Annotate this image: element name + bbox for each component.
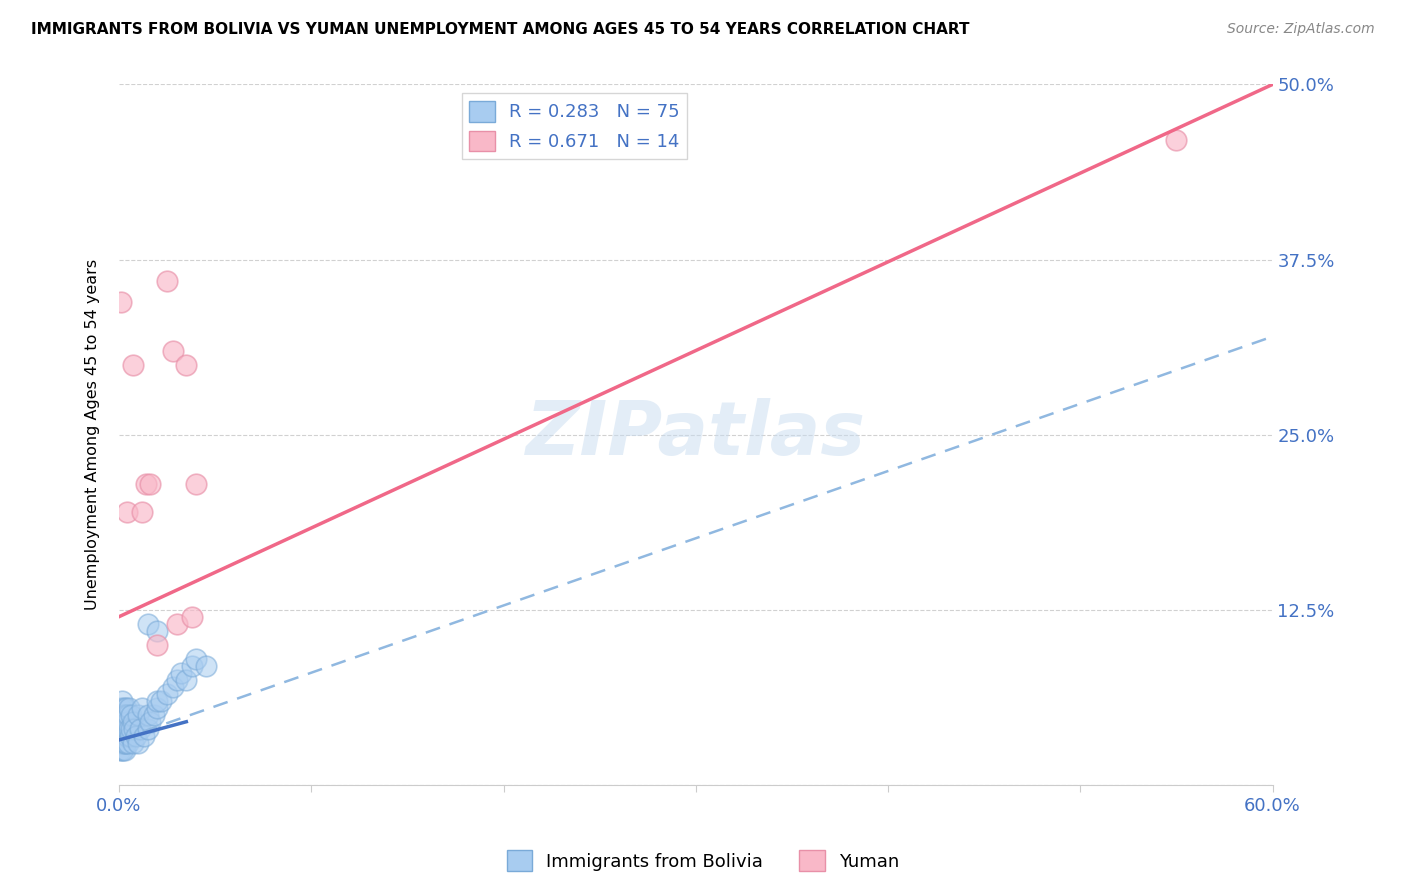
Point: [1166, 133, 1188, 147]
Point: [120, 707, 142, 722]
Point: [110, 700, 132, 714]
Point: [114, 736, 136, 750]
Point: [129, 722, 152, 736]
Point: [111, 722, 134, 736]
Point: [115, 729, 138, 743]
Point: [150, 694, 173, 708]
Point: [115, 505, 138, 519]
Point: [117, 707, 139, 722]
Point: [142, 707, 165, 722]
Y-axis label: Unemployment Among Ages 45 to 54 years: Unemployment Among Ages 45 to 54 years: [86, 259, 100, 610]
Point: [108, 729, 131, 743]
Point: [162, 680, 184, 694]
Point: [108, 722, 131, 736]
Point: [112, 722, 135, 736]
Point: [131, 505, 153, 519]
Point: [110, 722, 132, 736]
Point: [125, 729, 148, 743]
Point: [111, 714, 134, 729]
Point: [112, 736, 135, 750]
Point: [131, 700, 153, 714]
Point: [114, 722, 136, 736]
Point: [114, 714, 136, 729]
Point: [115, 700, 138, 714]
Point: [132, 729, 155, 743]
Point: [127, 707, 149, 722]
Point: [110, 294, 132, 309]
Point: [112, 700, 135, 714]
Point: [127, 736, 149, 750]
Point: [118, 700, 141, 714]
Point: [114, 722, 136, 736]
Legend: R = 0.283   N = 75, R = 0.671   N = 14: R = 0.283 N = 75, R = 0.671 N = 14: [463, 94, 688, 159]
Point: [162, 343, 184, 358]
Point: [117, 736, 139, 750]
Point: [110, 707, 132, 722]
Point: [112, 729, 135, 743]
Point: [115, 736, 138, 750]
Text: ZIPatlas: ZIPatlas: [526, 398, 866, 471]
Point: [118, 729, 141, 743]
Point: [121, 714, 143, 729]
Point: [146, 694, 169, 708]
Text: Source: ZipAtlas.com: Source: ZipAtlas.com: [1227, 22, 1375, 37]
Point: [121, 736, 143, 750]
Point: [110, 722, 132, 736]
Point: [111, 707, 134, 722]
Point: [108, 714, 131, 729]
Point: [176, 673, 198, 687]
Point: [112, 714, 135, 729]
Point: [108, 736, 131, 750]
Point: [169, 665, 191, 680]
Point: [111, 736, 134, 750]
Point: [114, 729, 136, 743]
Point: [135, 476, 157, 491]
Point: [181, 658, 204, 673]
Point: [156, 687, 179, 701]
Point: [176, 358, 198, 372]
Point: [146, 638, 169, 652]
Point: [124, 722, 146, 736]
Point: [139, 476, 162, 491]
Point: [110, 736, 132, 750]
Point: [117, 714, 139, 729]
Point: [114, 736, 136, 750]
Point: [120, 722, 142, 736]
Point: [115, 722, 138, 736]
Point: [181, 609, 204, 624]
Point: [111, 743, 134, 757]
Point: [156, 273, 179, 287]
Text: IMMIGRANTS FROM BOLIVIA VS YUMAN UNEMPLOYMENT AMONG AGES 45 TO 54 YEARS CORRELAT: IMMIGRANTS FROM BOLIVIA VS YUMAN UNEMPLO…: [31, 22, 969, 37]
Point: [111, 729, 134, 743]
Point: [112, 722, 135, 736]
Point: [112, 714, 135, 729]
Point: [166, 673, 188, 687]
Point: [146, 700, 169, 714]
Point: [166, 616, 188, 631]
Point: [136, 616, 159, 631]
Point: [111, 743, 134, 757]
Point: [184, 476, 207, 491]
Point: [139, 714, 162, 729]
Point: [114, 707, 136, 722]
Point: [136, 722, 159, 736]
Point: [111, 694, 134, 708]
Point: [115, 707, 138, 722]
Point: [118, 722, 141, 736]
Point: [121, 358, 143, 372]
Point: [111, 707, 134, 722]
Point: [114, 707, 136, 722]
Legend: Immigrants from Bolivia, Yuman: Immigrants from Bolivia, Yuman: [499, 843, 907, 879]
Point: [114, 743, 136, 757]
Point: [110, 743, 132, 757]
Point: [184, 651, 207, 665]
Point: [110, 729, 132, 743]
Point: [136, 707, 159, 722]
Point: [194, 658, 217, 673]
Point: [146, 624, 169, 638]
